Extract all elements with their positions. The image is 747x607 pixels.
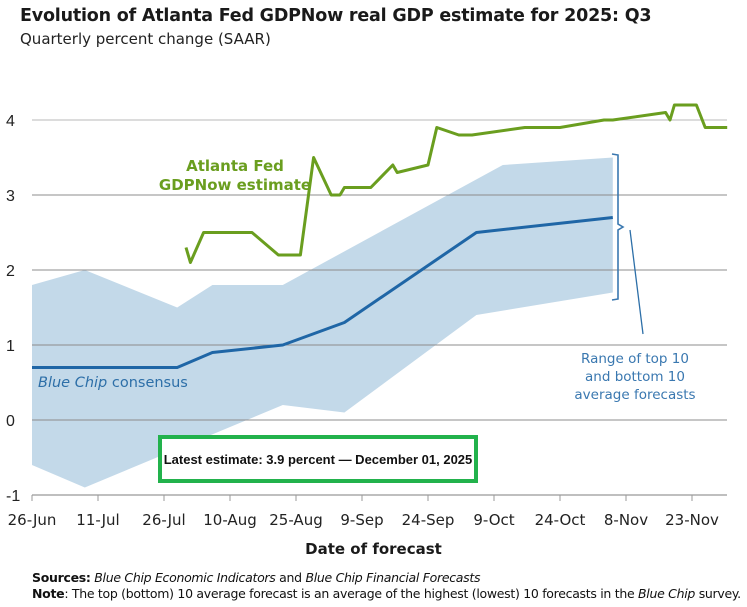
latest-estimate-box: Latest estimate: 3.9 percent — December …	[158, 435, 478, 483]
range-annotation: Range of top 10 and bottom 10 average fo…	[574, 351, 696, 403]
x-tick-label: 10-Aug	[203, 511, 256, 529]
bluechip-label-italic: Blue Chip	[38, 375, 108, 391]
bluechip-series-label: Blue Chip consensus	[38, 375, 188, 391]
bluechip-label-rest: consensus	[107, 375, 188, 391]
source-2: Blue Chip Financial Forecasts	[305, 570, 481, 585]
source-1: Blue Chip Economic Indicators	[94, 570, 276, 585]
x-tick-label: 8-Nov	[604, 511, 648, 529]
y-tick-label: -1	[6, 488, 20, 505]
gdpnow-estimate-line	[184, 103, 728, 264]
y-tick-label: 2	[6, 263, 15, 280]
gdpnow-series-label: Atlanta Fed GDPNow estimate	[158, 157, 312, 194]
note-italic: Blue Chip	[638, 586, 696, 601]
sources-and: and	[275, 570, 306, 585]
x-tick-label: 23-Nov	[665, 511, 719, 529]
chart-footnotes: Sources: Blue Chip Economic Indicators a…	[32, 570, 741, 602]
x-tick-label: 25-Aug	[269, 511, 322, 529]
x-tick-label: 11-Jul	[76, 511, 119, 529]
x-tick-label: 9-Sep	[340, 511, 383, 529]
x-tick-label: 9-Oct	[473, 511, 514, 529]
x-tick-label: 24-Sep	[402, 511, 455, 529]
y-tick-label: 3	[6, 188, 15, 205]
y-tick-label: 0	[6, 413, 15, 430]
range-bracket	[611, 153, 625, 301]
range-leader-line	[629, 229, 644, 335]
latest-estimate-text: Latest estimate: 3.9 percent — December …	[163, 451, 473, 467]
chart-title: Evolution of Atlanta Fed GDPNow real GDP…	[20, 6, 652, 26]
sources-line: Sources: Blue Chip Economic Indicators a…	[32, 570, 741, 586]
x-tick-label: 26-Jun	[8, 511, 57, 529]
y-tick-label: 4	[6, 113, 15, 130]
note-line: Note: The top (bottom) 10 average foreca…	[32, 586, 741, 602]
bluechip-consensus-line	[32, 216, 613, 369]
sources-label: Sources:	[32, 570, 91, 585]
x-axis-title: Date of forecast	[305, 540, 442, 558]
y-tick-label: 1	[6, 338, 15, 355]
x-tick-label: 24-Oct	[535, 511, 586, 529]
note-text-2: survey.	[695, 586, 741, 601]
chart-subtitle: Quarterly percent change (SAAR)	[20, 30, 271, 48]
note-label: Note	[32, 586, 65, 601]
note-text-1: : The top (bottom) 10 average forecast i…	[64, 586, 639, 601]
x-tick-label: 26-Jul	[142, 511, 185, 529]
